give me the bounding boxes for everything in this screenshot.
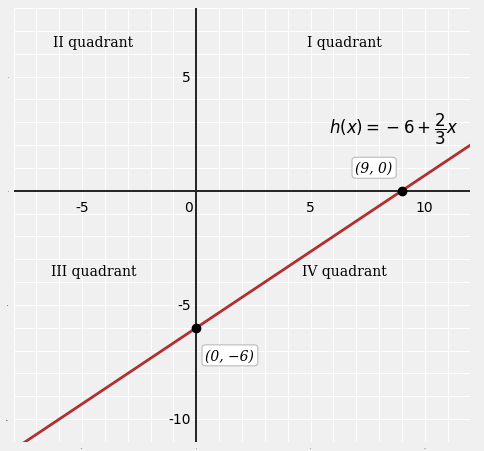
Text: 10: 10 [416, 200, 434, 214]
Text: III quadrant: III quadrant [51, 264, 136, 278]
Text: IV quadrant: IV quadrant [302, 264, 387, 278]
Text: (0, −6): (0, −6) [206, 349, 254, 363]
Text: 5: 5 [306, 200, 315, 214]
Text: -10: -10 [168, 412, 191, 426]
Text: -5: -5 [177, 298, 191, 312]
Text: 0: 0 [184, 200, 193, 214]
Text: (9, 0): (9, 0) [355, 161, 393, 175]
Text: 5: 5 [182, 70, 191, 84]
Text: $h(x) = -6 + \dfrac{2}{3}x$: $h(x) = -6 + \dfrac{2}{3}x$ [329, 111, 458, 147]
Text: -5: -5 [76, 200, 89, 214]
Text: II quadrant: II quadrant [54, 36, 134, 50]
Text: I quadrant: I quadrant [307, 36, 382, 50]
